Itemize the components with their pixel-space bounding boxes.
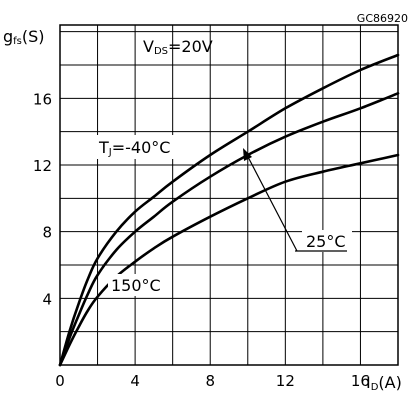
y-axis-subscript: fs — [13, 36, 22, 47]
x-tick-label: 12 — [276, 372, 295, 390]
label-25c-leader-line — [246, 154, 298, 252]
tick-labels: 0 4 8 12 16 4 8 12 16 — [33, 90, 370, 390]
y-tick-label: 8 — [42, 224, 52, 242]
tj-value: =-40°C — [112, 138, 171, 157]
x-axis-unit: (A) — [378, 373, 401, 392]
series-line-0 — [58, 53, 400, 367]
tj-prefix: T — [98, 138, 109, 157]
data-curves — [58, 53, 400, 367]
x-tick-label: 4 — [130, 372, 140, 390]
y-tick-label: 4 — [42, 290, 52, 308]
plot-frame — [59, 24, 399, 366]
vds-condition-label: VDS=20V — [143, 37, 213, 57]
tj-label-background — [95, 135, 187, 159]
label-150c: 150°C — [111, 276, 161, 295]
x-tick-label: 8 — [205, 372, 215, 390]
figure-code: GC86920 — [357, 12, 408, 25]
series-line-2 — [58, 153, 400, 367]
x-axis-symbol: I — [366, 373, 371, 392]
label-25c-background — [302, 230, 352, 252]
tj-subscript: J — [108, 147, 112, 158]
label-150c-background — [108, 274, 162, 296]
x-tick-label: 16 — [351, 372, 370, 390]
y-axis-unit: (S) — [22, 27, 45, 46]
tj-minus40-label: TJ=-40°C — [98, 138, 170, 158]
label-25c: 25°C — [306, 232, 346, 251]
vds-value: =20V — [168, 37, 213, 56]
x-axis-label: ID(A) — [366, 373, 402, 393]
x-axis-subscript: D — [371, 382, 379, 393]
y-axis-label: gfs(S) — [3, 27, 45, 47]
x-tick-label: 0 — [55, 372, 65, 390]
vds-subscript: DS — [154, 46, 168, 57]
label-25c-arrowhead — [243, 148, 252, 161]
vds-prefix: V — [143, 37, 154, 56]
series-line-1 — [58, 92, 400, 367]
y-tick-label: 12 — [33, 157, 52, 175]
y-tick-label: 16 — [33, 90, 52, 108]
y-axis-symbol: g — [3, 27, 13, 46]
